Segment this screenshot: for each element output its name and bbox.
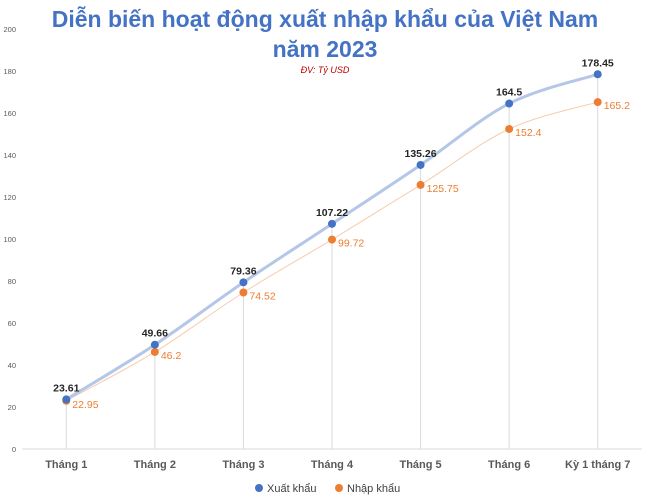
- x-tick-label: Tháng 4: [311, 459, 354, 471]
- y-tick-label: 20: [8, 403, 16, 412]
- data-label-nhap-khau: 46.2: [161, 350, 182, 362]
- y-tick-label: 160: [3, 109, 16, 118]
- data-label-xuat-khau: 178.45: [582, 57, 614, 69]
- marker-nhap-khau: [239, 288, 248, 297]
- marker-xuat-khau: [416, 160, 425, 169]
- x-tick-label: Tháng 2: [134, 459, 176, 471]
- legend: Xuất khẩu Nhập khẩu: [255, 483, 400, 495]
- y-tick-label: 60: [8, 319, 16, 328]
- data-label-xuat-khau: 79.36: [230, 265, 256, 277]
- data-label-nhap-khau: 22.95: [72, 399, 98, 411]
- marker-xuat-khau: [505, 99, 514, 108]
- marker-xuat-khau: [150, 340, 159, 349]
- y-tick-label: 140: [3, 151, 16, 160]
- data-label-xuat-khau: 49.66: [142, 328, 168, 340]
- data-label-xuat-khau: 164.5: [496, 87, 522, 99]
- y-tick-label: 180: [3, 67, 16, 76]
- y-tick-label: 200: [3, 25, 16, 34]
- data-label-nhap-khau: 99.72: [338, 238, 364, 250]
- x-tick-label: Tháng 1: [45, 459, 87, 471]
- data-label-nhap-khau: 125.75: [427, 183, 459, 195]
- marker-nhap-khau: [593, 98, 602, 107]
- y-axis: 0 20 40 60 80 100 120 140 160 180 200: [3, 25, 16, 454]
- data-markers: [62, 70, 602, 405]
- legend-marker-xuat-khau: [255, 484, 263, 492]
- marker-nhap-khau: [328, 235, 336, 244]
- legend-label-nhap-khau: Nhập khẩu: [347, 483, 400, 495]
- marker-nhap-khau: [150, 347, 159, 356]
- data-label-xuat-khau: 23.61: [53, 382, 79, 394]
- data-label-xuat-khau: 107.22: [316, 207, 348, 219]
- chart-title-line2: năm 2023: [273, 36, 378, 62]
- unit-note: ĐV: Tỷ USD: [301, 65, 350, 75]
- x-axis: Tháng 1 Tháng 2 Tháng 3 Tháng 4 Tháng 5 Tháng…: [22, 448, 642, 471]
- data-labels: 23.61 49.66 79.36 107.22 135.26 164.5 178.45 22…: [53, 57, 630, 411]
- y-tick-label: 40: [8, 361, 16, 370]
- y-tick-label: 0: [12, 445, 16, 454]
- drop-lines: [65, 74, 599, 449]
- x-tick-label: Tháng 6: [488, 459, 530, 471]
- x-tick-label: Kỳ 1 tháng 7: [565, 459, 630, 471]
- legend-label-xuat-khau: Xuất khẩu: [267, 483, 317, 495]
- chart-title: Diễn biến hoạt động xuất nhập khẩu của V…: [52, 5, 599, 32]
- legend-marker-nhap-khau: [335, 484, 343, 492]
- marker-xuat-khau: [62, 395, 71, 404]
- marker-nhap-khau: [416, 180, 425, 189]
- marker-xuat-khau: [239, 278, 248, 287]
- data-label-nhap-khau: 165.2: [604, 100, 630, 112]
- marker-nhap-khau: [505, 124, 514, 133]
- y-tick-label: 100: [3, 235, 16, 244]
- data-label-xuat-khau: 135.26: [405, 148, 437, 160]
- marker-xuat-khau: [593, 70, 602, 79]
- data-label-nhap-khau: 74.52: [249, 291, 275, 303]
- data-label-nhap-khau: 152.4: [515, 127, 541, 139]
- marker-xuat-khau: [328, 219, 336, 228]
- y-tick-label: 120: [3, 193, 16, 202]
- x-tick-label: Tháng 5: [399, 459, 441, 471]
- x-tick-label: Tháng 3: [222, 459, 264, 471]
- y-tick-label: 80: [8, 277, 16, 286]
